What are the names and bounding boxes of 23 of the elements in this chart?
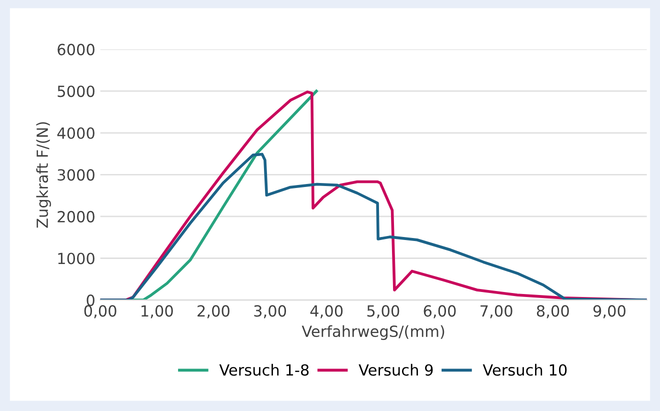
x-tick-label: 8,00	[536, 305, 569, 318]
x-tick-label: 4,00	[310, 305, 343, 318]
x-tick-label: 7,00	[480, 305, 512, 318]
x-axis-title: VerfahrwegS/(mm)	[302, 325, 444, 340]
x-tick-label: 0,00	[84, 305, 116, 318]
x-tick-label: 3,00	[254, 305, 286, 318]
y-tick-label: 4000	[57, 127, 94, 139]
legend-label: Versuch 10	[482, 364, 567, 376]
y-tick-label: 6000	[58, 44, 94, 56]
line-series	[100, 152, 647, 300]
legend-label: Versuch 1-8	[219, 364, 309, 376]
y-axis-title: Zugkraft F/(N)	[36, 122, 52, 228]
x-tick-label: 5,00	[367, 305, 400, 318]
y-tick-label: 0	[86, 294, 94, 306]
x-tick-label: 9,00	[593, 305, 626, 318]
x-tick-label: 1,00	[142, 305, 173, 318]
y-tick-label: 5000	[58, 86, 94, 98]
legend-label: Versuch 9	[358, 364, 433, 376]
y-tick-label: 2000	[58, 210, 94, 222]
x-tick-label: 6,00	[424, 305, 456, 318]
y-tick-label: 1000	[58, 252, 94, 264]
y-tick-label: 3000	[58, 169, 94, 181]
x-tick-label: 2,00	[198, 305, 230, 318]
